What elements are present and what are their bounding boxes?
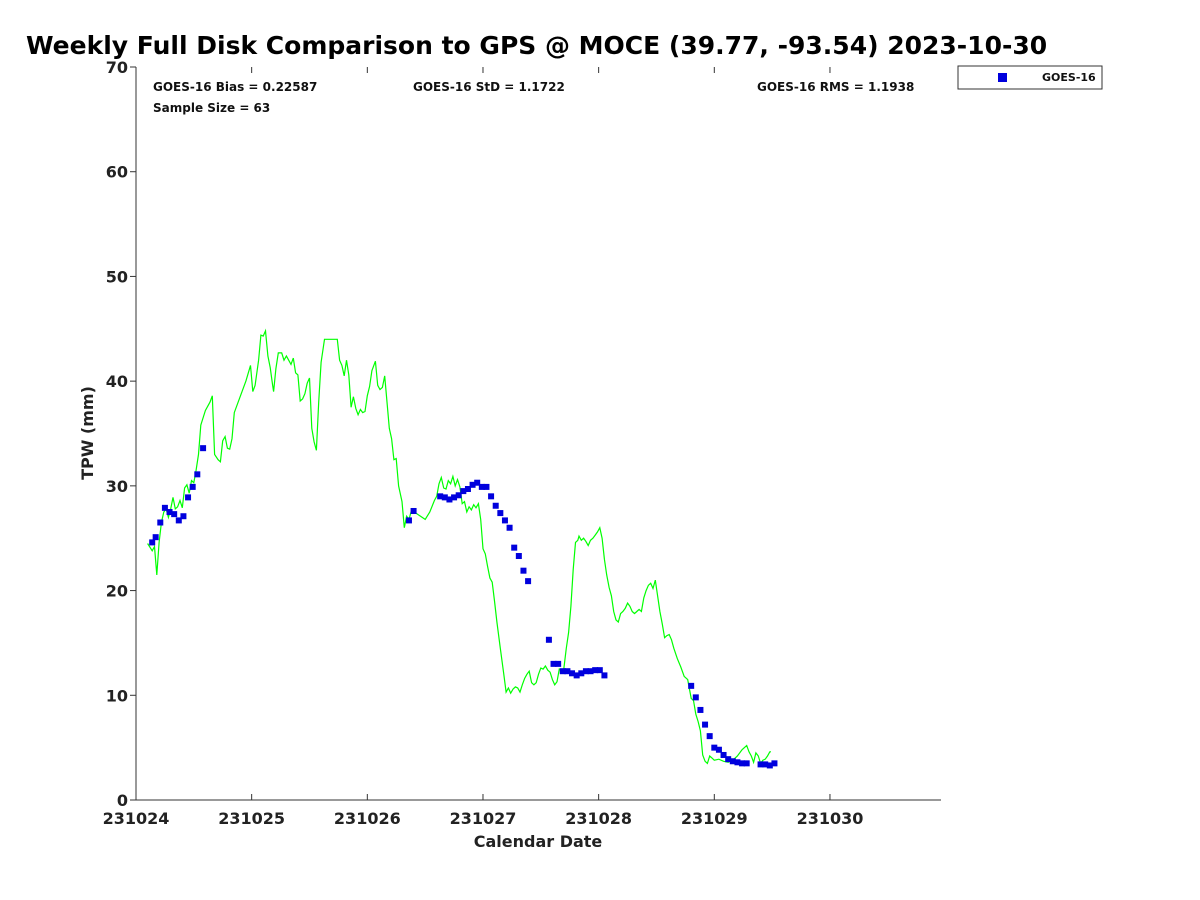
goes16-point	[166, 509, 173, 516]
goes16-point	[515, 553, 522, 560]
goes16-point	[161, 504, 168, 511]
goes16-point	[715, 746, 722, 753]
goes16-point	[739, 760, 746, 767]
goes16-point	[757, 761, 764, 768]
goes16-point	[596, 667, 603, 674]
goes16-point	[474, 479, 481, 486]
goes16-point	[180, 513, 187, 520]
goes16-point	[185, 494, 192, 501]
x-tick-label: 231027	[450, 809, 517, 828]
goes16-point	[464, 485, 471, 492]
goes16-point	[497, 510, 504, 517]
goes16-point	[559, 668, 566, 675]
goes16-point	[729, 758, 736, 765]
goes16-point	[525, 578, 532, 585]
goes16-point	[469, 481, 476, 488]
chart-title: Weekly Full Disk Comparison to GPS @ MOC…	[26, 31, 1047, 60]
goes16-point	[734, 759, 741, 766]
gps-series	[147, 328, 771, 765]
std-stat: GOES-16 StD = 1.1722	[413, 80, 565, 94]
x-tick-label: 231025	[218, 809, 285, 828]
goes16-point	[478, 483, 485, 490]
y-tick-label: 20	[106, 582, 128, 601]
x-axis-label: Calendar Date	[474, 832, 603, 851]
goes16-point	[189, 483, 196, 490]
goes16-point	[152, 534, 159, 541]
goes16-point	[410, 507, 417, 514]
goes16-point	[483, 483, 490, 490]
goes16-series	[149, 445, 778, 769]
goes16-point	[601, 672, 608, 679]
x-tick-label: 231024	[103, 809, 170, 828]
goes16-point	[564, 668, 571, 675]
goes16-point	[446, 496, 453, 503]
legend-marker	[998, 73, 1007, 82]
goes16-point	[460, 488, 467, 495]
goes16-point	[582, 668, 589, 675]
y-tick-label: 30	[106, 477, 128, 496]
goes16-point	[501, 517, 508, 524]
goes16-point	[725, 756, 732, 763]
y-axis-label: TPW (mm)	[78, 386, 97, 480]
x-tick-label: 231029	[681, 809, 748, 828]
goes16-point	[488, 493, 495, 500]
y-tick-label: 70	[106, 58, 128, 77]
goes16-point	[441, 494, 448, 501]
gps-line	[147, 328, 771, 765]
x-tick-label: 231026	[334, 809, 401, 828]
y-tick-label: 60	[106, 163, 128, 182]
goes16-point	[200, 445, 207, 452]
goes16-point	[520, 567, 527, 574]
goes16-point	[175, 517, 182, 524]
goes16-point	[692, 694, 699, 701]
sample-size-stat: Sample Size = 63	[153, 101, 270, 115]
x-axis-ticks: 231024 231025 231026 231027 231028 231029 2310…	[103, 67, 864, 828]
rms-stat: GOES-16 RMS = 1.1938	[757, 80, 914, 94]
goes16-point	[506, 524, 513, 531]
plot-area	[135, 67, 941, 801]
legend-box	[957, 65, 1103, 90]
goes16-point	[720, 751, 727, 758]
bias-stat: GOES-16 Bias = 0.22587	[153, 80, 317, 94]
goes16-point	[688, 682, 695, 689]
goes16-point	[592, 667, 599, 674]
goes16-point	[702, 721, 709, 728]
goes16-point	[149, 539, 156, 546]
goes16-point	[762, 761, 769, 768]
goes16-point	[766, 762, 773, 769]
y-tick-label: 50	[106, 267, 128, 286]
goes16-point	[697, 706, 704, 713]
goes16-point	[455, 492, 462, 499]
goes16-point	[511, 544, 518, 551]
goes16-point	[743, 760, 750, 767]
goes16-point	[555, 660, 562, 667]
goes16-point	[706, 733, 713, 740]
y-tick-label: 10	[106, 686, 128, 705]
legend: GOES-16	[957, 65, 1103, 90]
goes16-point	[437, 493, 444, 500]
legend-label: GOES-16	[1042, 71, 1096, 84]
goes16-point	[569, 670, 576, 677]
goes16-point	[550, 660, 557, 667]
x-tick-label: 231028	[565, 809, 632, 828]
y-axis-ticks: 0 10 20 30 40 50 60 70	[106, 58, 136, 810]
goes16-point	[578, 670, 585, 677]
goes16-point	[545, 636, 552, 643]
goes16-point	[573, 672, 580, 679]
goes16-point	[194, 471, 201, 478]
goes16-point	[711, 744, 718, 751]
x-tick-label: 231030	[797, 809, 864, 828]
y-tick-label: 40	[106, 372, 128, 391]
goes16-point	[771, 760, 778, 767]
goes16-point	[171, 511, 178, 518]
goes16-point	[405, 517, 412, 524]
y-tick-label: 0	[117, 791, 128, 810]
goes16-point	[451, 494, 458, 501]
goes16-point	[587, 668, 594, 675]
goes16-point	[157, 519, 164, 526]
goes16-point	[492, 502, 499, 509]
